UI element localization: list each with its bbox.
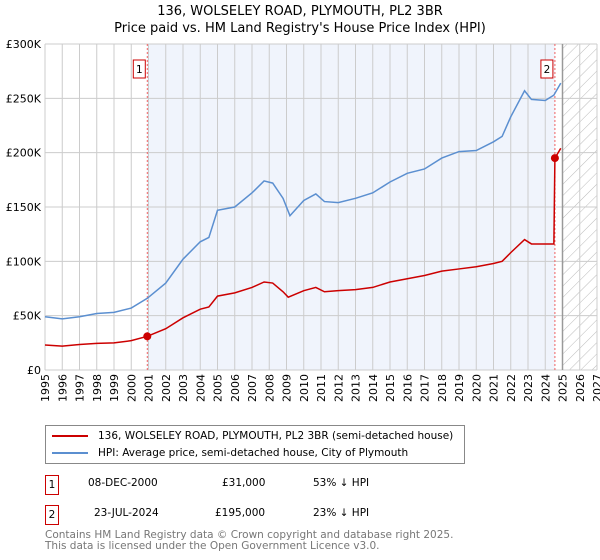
x-tick-label: 2001: [143, 374, 156, 402]
x-tick-label: 1999: [108, 374, 121, 402]
chart-subtitle: Price paid vs. HM Land Registry's House …: [114, 21, 486, 36]
sale-label: 1: [136, 64, 143, 76]
x-tick-label: 2019: [453, 374, 466, 402]
x-tick-label: 2010: [298, 374, 311, 402]
sale-label-box: [540, 59, 554, 79]
x-tick-label: 2015: [384, 374, 397, 402]
sale-row-2: 2 23-JUL-2024 £195,000 23% ↓ HPI: [45, 505, 465, 525]
x-tick-label: 2009: [281, 374, 294, 402]
x-tick-label: 2024: [539, 374, 552, 402]
sale-label: 2: [544, 64, 551, 76]
legend: 136, WOLSELEY ROAD, PLYMOUTH, PL2 3BR (s…: [45, 425, 465, 464]
x-tick-label: 2022: [505, 374, 518, 402]
chart-title: 136, WOLSELEY ROAD, PLYMOUTH, PL2 3BR: [157, 4, 443, 19]
y-tick-label: £200K: [6, 147, 42, 160]
sale-point: [550, 154, 559, 163]
sale-date: 08-DEC-2000: [88, 477, 158, 489]
x-tick-label: 2011: [315, 374, 328, 402]
x-tick-label: 2008: [263, 374, 276, 402]
sale-hpi-diff: 23% ↓ HPI: [313, 507, 370, 519]
legend-label-property: 136, WOLSELEY ROAD, PLYMOUTH, PL2 3BR (s…: [98, 430, 454, 442]
x-tick-label: 2013: [350, 374, 363, 402]
x-tick-label: 2003: [177, 374, 190, 402]
sale-label-box: [132, 59, 146, 79]
hpi-line: [44, 82, 562, 320]
legend-swatch-property: [52, 435, 88, 437]
y-tick-label: £50K: [13, 310, 42, 323]
y-tick-label: £300K: [6, 38, 42, 51]
x-tick-label: 2021: [488, 374, 501, 402]
x-tick-label: 2017: [419, 374, 432, 402]
sale-price: £195,000: [215, 507, 266, 519]
sale-date: 23-JUL-2024: [94, 507, 159, 519]
footer-line-1: Contains HM Land Registry data © Crown c…: [45, 529, 454, 541]
x-tick-label: 1997: [74, 374, 87, 402]
x-tick-label: 2026: [574, 374, 587, 402]
sale-hpi-diff: 53% ↓ HPI: [313, 477, 370, 489]
x-tick-label: 2018: [436, 374, 449, 402]
y-tick-label: £150K: [6, 201, 42, 214]
x-tick-label: 2014: [367, 374, 380, 402]
sale-badge: 2: [45, 505, 59, 525]
x-tick-label: 2000: [125, 374, 138, 402]
x-tick-label: 2016: [401, 374, 414, 402]
x-tick-label: 1996: [56, 374, 69, 402]
x-tick-label: 2004: [194, 374, 207, 402]
x-tick-label: 2012: [332, 374, 345, 402]
x-tick-label: 1995: [39, 374, 52, 402]
sale-badge: 1: [45, 475, 59, 495]
y-tick-label: £0: [27, 364, 41, 377]
x-tick-label: 2006: [229, 374, 242, 402]
x-tick-label: 2002: [160, 374, 173, 402]
y-tick-label: £100K: [6, 255, 42, 268]
legend-swatch-hpi: [52, 452, 88, 454]
legend-label-hpi: HPI: Average price, semi-detached house,…: [98, 447, 409, 459]
sale-row-1: 1 08-DEC-2000 £31,000 53% ↓ HPI: [45, 475, 465, 495]
y-tick-label: £250K: [6, 92, 42, 105]
sale-point: [143, 332, 152, 341]
x-tick-label: 1998: [91, 374, 104, 402]
footer-line-2: This data is licensed under the Open Gov…: [45, 540, 380, 552]
x-tick-label: 2027: [591, 374, 600, 402]
sale-price: £31,000: [222, 477, 266, 489]
x-tick-label: 2007: [246, 374, 259, 402]
plot-area: 1995 1996 1997 1998 1999 2000 2001 2002 2003 2004…: [6, 38, 600, 402]
footer: Contains HM Land Registry data © Crown c…: [45, 530, 453, 552]
x-tick-label: 2023: [522, 374, 535, 402]
x-tick-label: 2005: [212, 374, 225, 402]
x-tick-label: 2025: [557, 374, 570, 402]
x-tick-label: 2020: [470, 374, 483, 402]
